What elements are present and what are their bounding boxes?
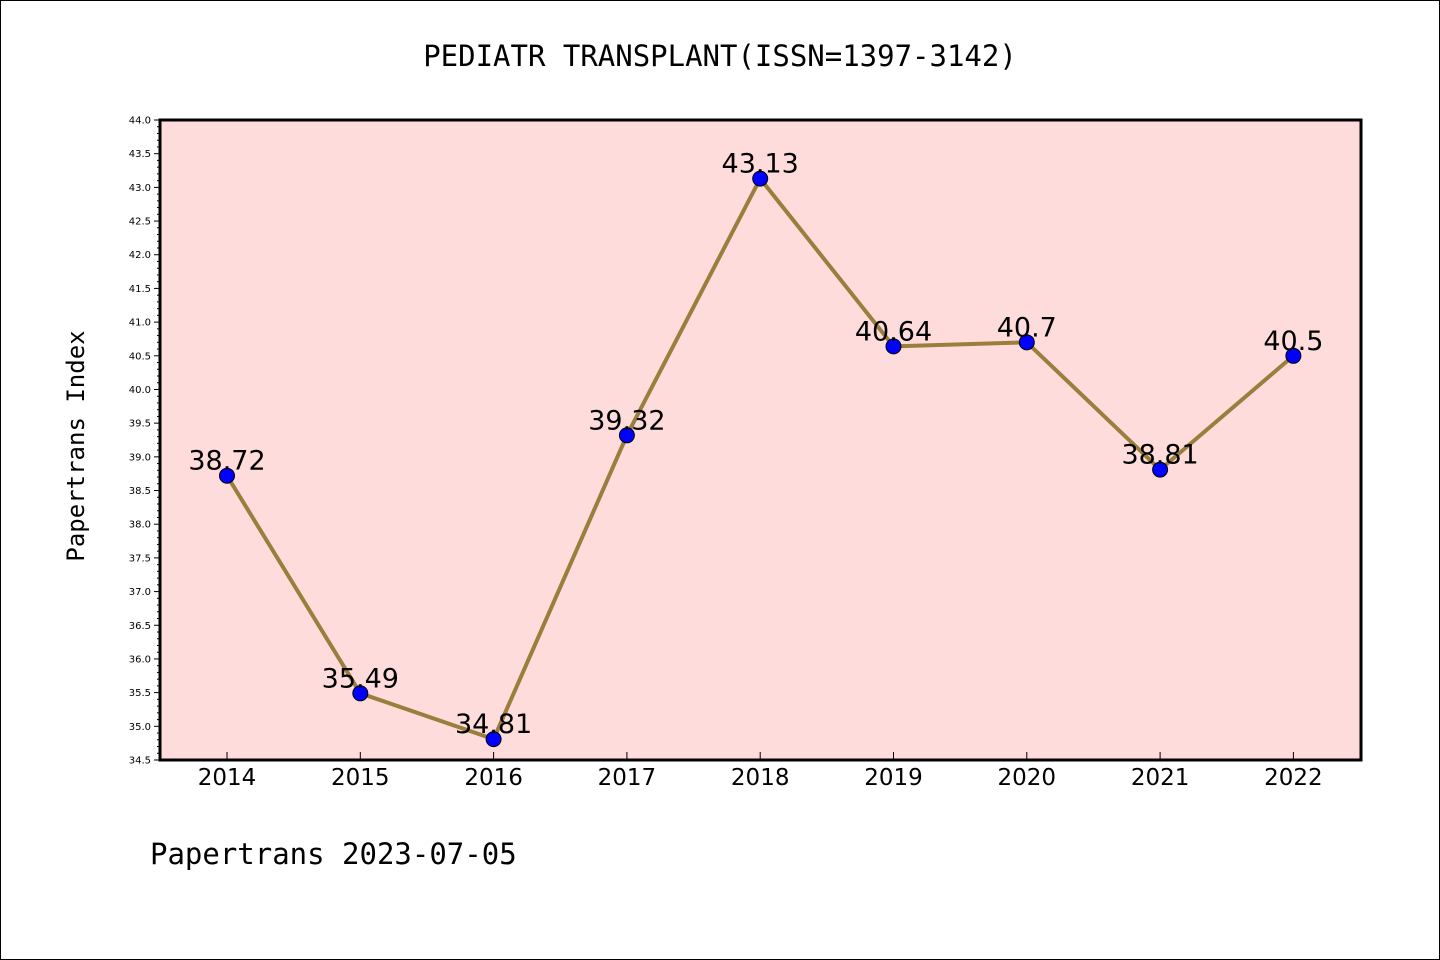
chart-title: PEDIATR TRANSPLANT(ISSN=1397-3142) (423, 39, 1017, 73)
x-tick-label: 2019 (864, 765, 923, 791)
data-labels: 38.72 35.49 34.81 39.32 43.13 40.64 40.7 38.81 4… (188, 149, 1323, 741)
x-tick-label: 2022 (1264, 765, 1323, 791)
x-axis-ticks: 2014 2015 2016 2017 2018 2019 2020 2021 2022 (198, 752, 1323, 791)
y-tick-label: 41.5 (129, 284, 151, 295)
data-points (219, 170, 1302, 748)
data-label: 38.81 (1121, 440, 1198, 471)
data-point (752, 170, 769, 187)
y-tick-label: 35.0 (129, 722, 151, 733)
x-tick-label: 2016 (464, 765, 523, 791)
data-point (352, 685, 369, 702)
y-tick-label: 38.0 (129, 520, 151, 531)
x-tick-label: 2015 (331, 765, 390, 791)
y-tick-label: 39.5 (129, 419, 151, 430)
x-tick-label: 2021 (1131, 765, 1190, 791)
data-point (1152, 461, 1169, 478)
footer-text: Papertrans 2023-07-05 (150, 837, 517, 871)
data-point (485, 731, 502, 748)
y-axis-label: Papertrans Index (62, 330, 90, 561)
y-tick-label: 36.5 (129, 621, 151, 632)
y-tick-label: 39.0 (129, 452, 151, 463)
y-tick-label: 40.5 (129, 351, 151, 362)
data-label: 38.72 (188, 446, 265, 477)
x-tick-label: 2020 (998, 765, 1057, 791)
data-point (1285, 347, 1302, 364)
data-label: 40.7 (997, 312, 1057, 343)
plot-area (160, 120, 1361, 760)
data-label: 40.5 (1263, 326, 1323, 357)
data-point (1018, 334, 1035, 351)
x-tick-label: 2014 (198, 765, 257, 791)
x-tick-label: 2018 (731, 765, 790, 791)
data-point (219, 467, 235, 484)
y-tick-label: 42.0 (129, 250, 151, 261)
y-tick-label: 37.5 (129, 553, 151, 564)
y-tick-label: 38.5 (129, 486, 151, 497)
x-tick-label: 2017 (598, 765, 657, 791)
data-label: 35.49 (322, 663, 399, 694)
y-tick-label: 43.0 (129, 183, 151, 194)
data-point (618, 427, 635, 444)
y-tick-label: 42.5 (129, 217, 151, 228)
y-tick-label: 44.0 (129, 116, 151, 127)
y-axis-ticks: 34.5 35.0 35.5 36.0 36.5 37.0 37.5 38.0 38.5 39.0… (129, 116, 160, 767)
data-point (885, 338, 902, 355)
y-tick-label: 41.0 (129, 318, 151, 329)
data-label: 34.81 (455, 709, 532, 740)
y-tick-label: 43.5 (129, 149, 151, 160)
plot-border (158, 118, 1363, 762)
y-tick-label: 36.0 (129, 654, 151, 665)
y-tick-label: 35.5 (129, 688, 151, 699)
data-label: 39.32 (588, 405, 665, 436)
data-label: 40.64 (855, 316, 932, 347)
y-tick-label: 40.0 (129, 385, 151, 396)
y-tick-label: 34.5 (129, 756, 151, 767)
y-tick-label: 37.0 (129, 587, 151, 598)
data-label: 43.13 (722, 149, 799, 180)
